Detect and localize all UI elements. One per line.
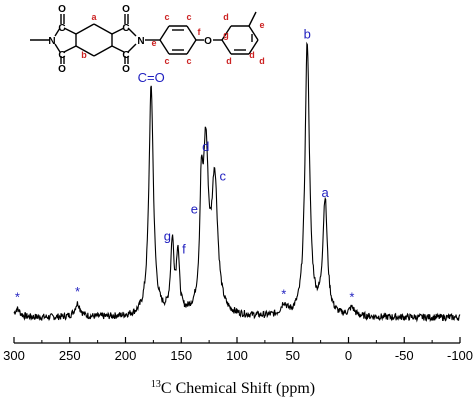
x-axis-label-text: C Chemical Shift (ppm) bbox=[161, 380, 315, 397]
x-tick-label: 50 bbox=[286, 348, 300, 363]
atom-label-c4: C bbox=[122, 50, 129, 61]
x-tick-label: 250 bbox=[59, 348, 81, 363]
peak-label-b: b bbox=[304, 27, 311, 42]
x-axis-label: 13C Chemical Shift (ppm) bbox=[151, 379, 315, 397]
structure-site-c4: c bbox=[186, 56, 191, 66]
structure-site-b: b bbox=[81, 50, 87, 60]
structure-site-e2: e bbox=[259, 20, 264, 30]
x-tick-label: -50 bbox=[395, 348, 414, 363]
sideband-marker: * bbox=[349, 289, 354, 304]
atom-label-o2: O bbox=[58, 64, 66, 75]
x-tick-label: 100 bbox=[226, 348, 248, 363]
atom-label-n1: N bbox=[48, 36, 55, 47]
structure-site-a: a bbox=[91, 12, 97, 22]
atom-label-c2: C bbox=[58, 50, 65, 61]
x-tick-label: 200 bbox=[115, 348, 137, 363]
x-tick-label: 0 bbox=[345, 348, 352, 363]
structure-site-d2: d bbox=[249, 50, 255, 60]
peak-label-a: a bbox=[321, 185, 329, 200]
structure-site-d4: d bbox=[259, 56, 265, 66]
atom-label-o3: O bbox=[122, 4, 130, 15]
x-tick-label: 300 bbox=[3, 348, 25, 363]
structure-site-d3: d bbox=[226, 56, 232, 66]
atom-label-c1: C bbox=[58, 23, 65, 34]
atom-label-o5: O bbox=[204, 36, 212, 47]
structure-site-c3: c bbox=[164, 56, 169, 66]
spectrum-trace bbox=[13, 41, 461, 323]
structure-site-e1: e bbox=[151, 38, 156, 48]
structure-site-c2: c bbox=[186, 12, 191, 22]
peak-label-e: e bbox=[191, 201, 198, 216]
spinning-sideband-markers: * * * * bbox=[15, 284, 355, 304]
atom-label-n2: N bbox=[137, 36, 144, 47]
atom-label-c3: C bbox=[122, 23, 129, 34]
x-tick-label: -100 bbox=[447, 348, 473, 363]
structure-site-c1: c bbox=[164, 12, 169, 22]
structure-bonds bbox=[30, 11, 259, 64]
peak-label-f: f bbox=[182, 241, 186, 256]
sideband-marker: * bbox=[15, 289, 20, 304]
atom-label-o4: O bbox=[122, 64, 130, 75]
peak-label-c: c bbox=[219, 169, 226, 184]
x-tick-label: 150 bbox=[170, 348, 192, 363]
sideband-marker: * bbox=[75, 284, 80, 299]
x-axis-ticks: 300 250 200 150 100 50 0 -50 -100 bbox=[3, 337, 473, 363]
structure-site-g1: g bbox=[223, 30, 229, 40]
structure-site-f1: f bbox=[198, 27, 202, 37]
sideband-marker: * bbox=[281, 287, 286, 302]
structure-site-d1: d bbox=[223, 12, 229, 22]
x-axis-label-superscript: 13 bbox=[151, 379, 161, 390]
atom-label-o1: O bbox=[58, 4, 66, 15]
peak-label-g: g bbox=[164, 229, 171, 244]
peak-label-d: d bbox=[202, 139, 209, 154]
peak-label-co: C=O bbox=[138, 70, 165, 85]
